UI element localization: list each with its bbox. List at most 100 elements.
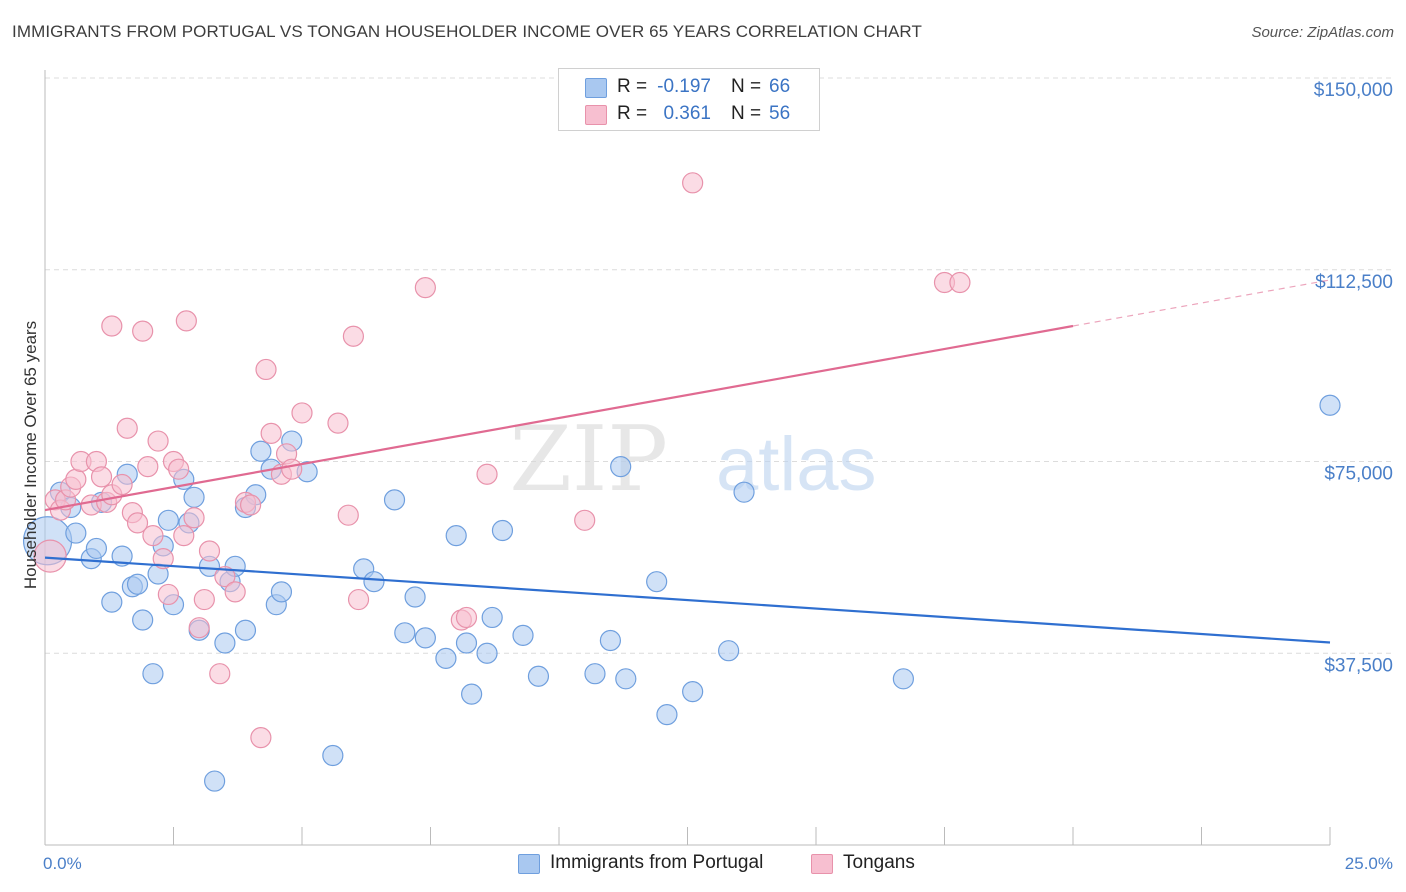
data-point	[383, 489, 406, 511]
legend-n-value: 66	[769, 76, 791, 97]
data-point	[240, 494, 262, 516]
data-point	[85, 537, 108, 560]
data-point	[327, 412, 349, 434]
bottom-legend-label-tongans: Tongans	[843, 852, 915, 873]
data-point	[574, 509, 596, 531]
data-point	[461, 683, 483, 705]
watermark: ZIP atlas	[509, 407, 876, 512]
x-tick-labels: 0.0% 25.0%	[43, 854, 1393, 873]
data-point	[656, 704, 678, 726]
y-tick-label: $150,000	[1314, 80, 1393, 101]
data-point	[491, 519, 514, 542]
data-point	[116, 417, 138, 439]
x-tick-label: 25.0%	[1345, 854, 1393, 873]
data-point	[394, 622, 416, 644]
legend-r-label: R =	[617, 76, 648, 97]
legend-r-value: -0.197	[657, 76, 711, 97]
data-point	[65, 468, 87, 490]
trend-lines	[44, 279, 1331, 644]
watermark-zip: ZIP	[509, 407, 668, 512]
legend-n-label: N =	[731, 76, 762, 97]
data-point	[476, 463, 498, 485]
data-point	[101, 591, 123, 613]
data-point	[188, 617, 210, 639]
legend-r-label: R =	[617, 103, 648, 124]
axes	[44, 70, 1331, 846]
data-point	[610, 456, 632, 478]
data-point	[90, 466, 113, 488]
data-point	[183, 486, 205, 508]
series-portugal-points	[22, 394, 1341, 792]
data-point	[435, 647, 457, 669]
data-point	[682, 680, 704, 703]
bottom-legend-label-portugal: Immigrants from Portugal	[550, 852, 764, 873]
data-point	[214, 632, 236, 654]
data-point	[33, 539, 67, 573]
trend-extension	[1072, 279, 1331, 327]
legend-swatch-portugal	[585, 78, 607, 98]
data-point	[527, 665, 550, 687]
data-point	[250, 440, 272, 462]
data-point	[363, 571, 385, 593]
data-point	[126, 573, 149, 595]
data-point	[142, 663, 164, 685]
data-point	[101, 315, 123, 337]
series-tongans-points	[33, 172, 971, 749]
data-point	[322, 744, 344, 767]
data-point	[175, 310, 197, 332]
data-point	[949, 271, 971, 294]
y-axis-label: Householder Income Over 65 years	[21, 321, 40, 589]
data-point	[111, 473, 133, 496]
data-point	[147, 430, 169, 452]
data-point	[455, 606, 478, 629]
data-point	[337, 504, 359, 526]
data-point	[209, 663, 231, 685]
y-tick-label: $112,500	[1315, 272, 1393, 293]
y-tick-labels: $37,500 $75,000 $112,500 $150,000	[1314, 80, 1393, 676]
source-credit: Source: ZipAtlas.com	[1251, 24, 1394, 41]
data-point	[270, 581, 293, 603]
stats-legend: R = -0.197 N = 66 R = 0.361 N = 56	[558, 68, 820, 131]
data-point	[615, 668, 637, 690]
data-point	[445, 525, 467, 547]
data-point	[476, 642, 498, 664]
data-point	[204, 770, 226, 792]
legend-n-value: 56	[769, 103, 791, 124]
data-point	[168, 458, 190, 480]
data-point	[414, 277, 436, 299]
y-tick-label: $37,500	[1324, 655, 1393, 676]
data-point	[646, 571, 668, 593]
y-tick-label: $75,000	[1324, 464, 1393, 485]
gridlines	[45, 77, 1395, 654]
x-tick-label: 0.0%	[43, 854, 82, 873]
data-point	[455, 632, 478, 654]
data-point	[173, 525, 195, 547]
data-point	[152, 548, 174, 570]
data-point	[347, 588, 370, 611]
trend-line	[44, 556, 1331, 644]
data-point	[718, 640, 740, 662]
data-point	[404, 586, 426, 608]
data-point	[342, 325, 364, 347]
bottom-legend-swatch-tongans	[811, 854, 833, 874]
data-point	[137, 456, 159, 478]
data-point	[142, 525, 164, 547]
bottom-legend-swatch-portugal	[518, 854, 540, 874]
data-point	[1319, 394, 1341, 416]
data-point	[584, 663, 606, 685]
data-point	[892, 668, 914, 690]
legend-n-label: N =	[731, 103, 762, 124]
data-point	[682, 172, 704, 194]
data-point	[512, 624, 534, 646]
data-point	[132, 609, 154, 631]
data-point	[198, 540, 221, 562]
data-point	[183, 507, 205, 529]
data-point	[291, 402, 313, 424]
data-point	[157, 583, 179, 606]
data-point	[65, 522, 87, 544]
data-point	[193, 588, 215, 611]
data-point	[733, 481, 755, 503]
data-point	[250, 727, 272, 749]
data-point	[260, 422, 282, 444]
